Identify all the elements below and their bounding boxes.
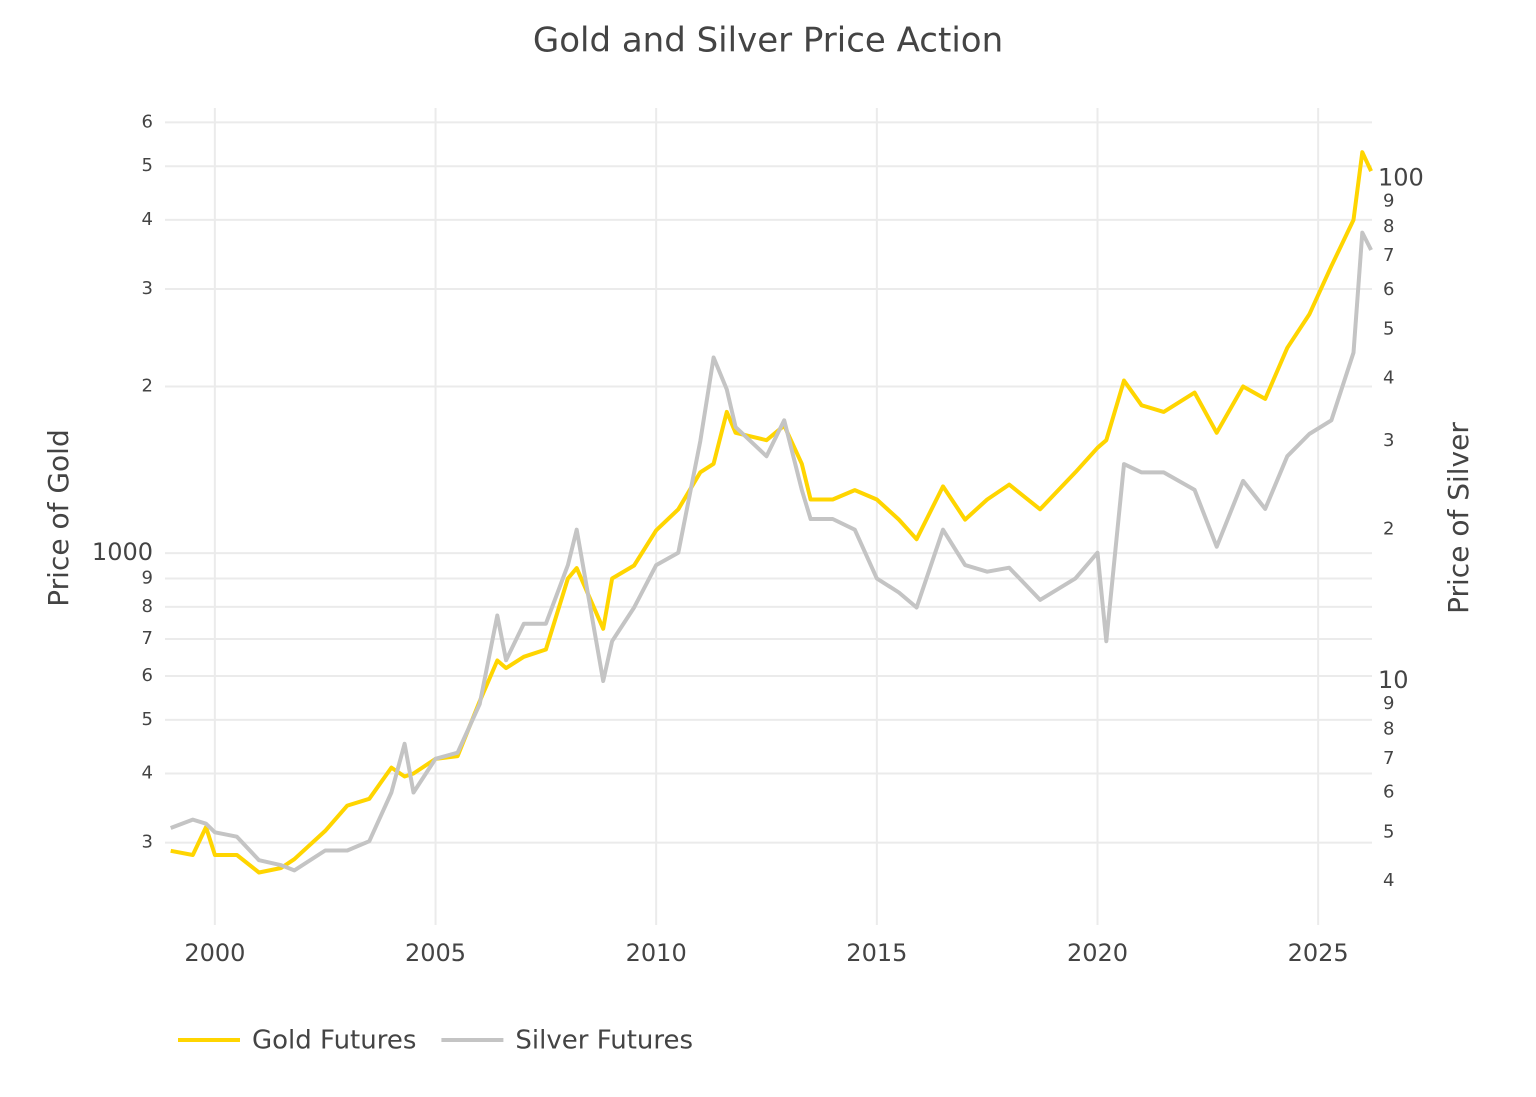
y-tick-label: 7	[142, 628, 153, 649]
y2-tick-label: 5	[1383, 319, 1394, 340]
legend-label: Silver Futures	[515, 1026, 693, 1056]
x-tick-label: 2015	[846, 939, 907, 967]
y2-tick-label: 7	[1383, 748, 1394, 769]
y2-tick-label: 8	[1383, 719, 1394, 740]
y-tick-label: 1000	[92, 538, 153, 566]
y2-axis-title: Price of Silver	[1442, 422, 1475, 614]
y2-tick-label: 6	[1383, 279, 1394, 300]
y2-tick-label: 9	[1383, 190, 1394, 211]
y-tick-label: 8	[142, 596, 153, 617]
y-tick-label: 6	[142, 111, 153, 132]
y2-tick-label: 4	[1383, 367, 1394, 388]
grid	[165, 108, 1372, 925]
x-tick-label: 2010	[626, 939, 687, 967]
y2-tick-label: 5	[1383, 821, 1394, 842]
y2-tick-label: 3	[1383, 430, 1394, 451]
y-tick-label: 5	[142, 155, 153, 176]
y-tick-label: 4	[142, 762, 153, 783]
axes: 2000 2005 2010 2015 2020 20253456789100023456…	[92, 111, 1424, 967]
data-line	[169, 230, 1373, 873]
y2-tick-label: 100	[1378, 163, 1424, 191]
y-axis-title: Price of Gold	[42, 429, 75, 606]
legend-label: Gold Futures	[252, 1026, 416, 1056]
x-tick-label: 2020	[1067, 939, 1128, 967]
y2-tick-label: 9	[1383, 693, 1394, 714]
y-tick-label: 4	[142, 209, 153, 230]
plot-area	[169, 150, 1373, 875]
y2-tick-label: 6	[1383, 781, 1394, 802]
chart-title: Gold and Silver Price Action	[533, 21, 1003, 61]
legend: Gold Futures Silver Futures	[178, 1026, 693, 1056]
y2-tick-label: 8	[1383, 216, 1394, 237]
y-tick-label: 9	[142, 568, 153, 589]
x-tick-label: 2000	[184, 939, 245, 967]
y2-tick-label: 2	[1383, 519, 1394, 540]
y2-tick-label: 7	[1383, 245, 1394, 266]
y-tick-label: 2	[142, 376, 153, 397]
x-tick-label: 2025	[1288, 939, 1349, 967]
y2-tick-label: 10	[1378, 666, 1409, 694]
y-tick-label: 5	[142, 709, 153, 730]
y-tick-label: 3	[142, 832, 153, 853]
data-line	[170, 150, 1373, 875]
y-tick-label: 3	[142, 278, 153, 299]
y-tick-label: 6	[142, 665, 153, 686]
y2-tick-label: 4	[1383, 870, 1394, 891]
x-tick-label: 2005	[405, 939, 466, 967]
